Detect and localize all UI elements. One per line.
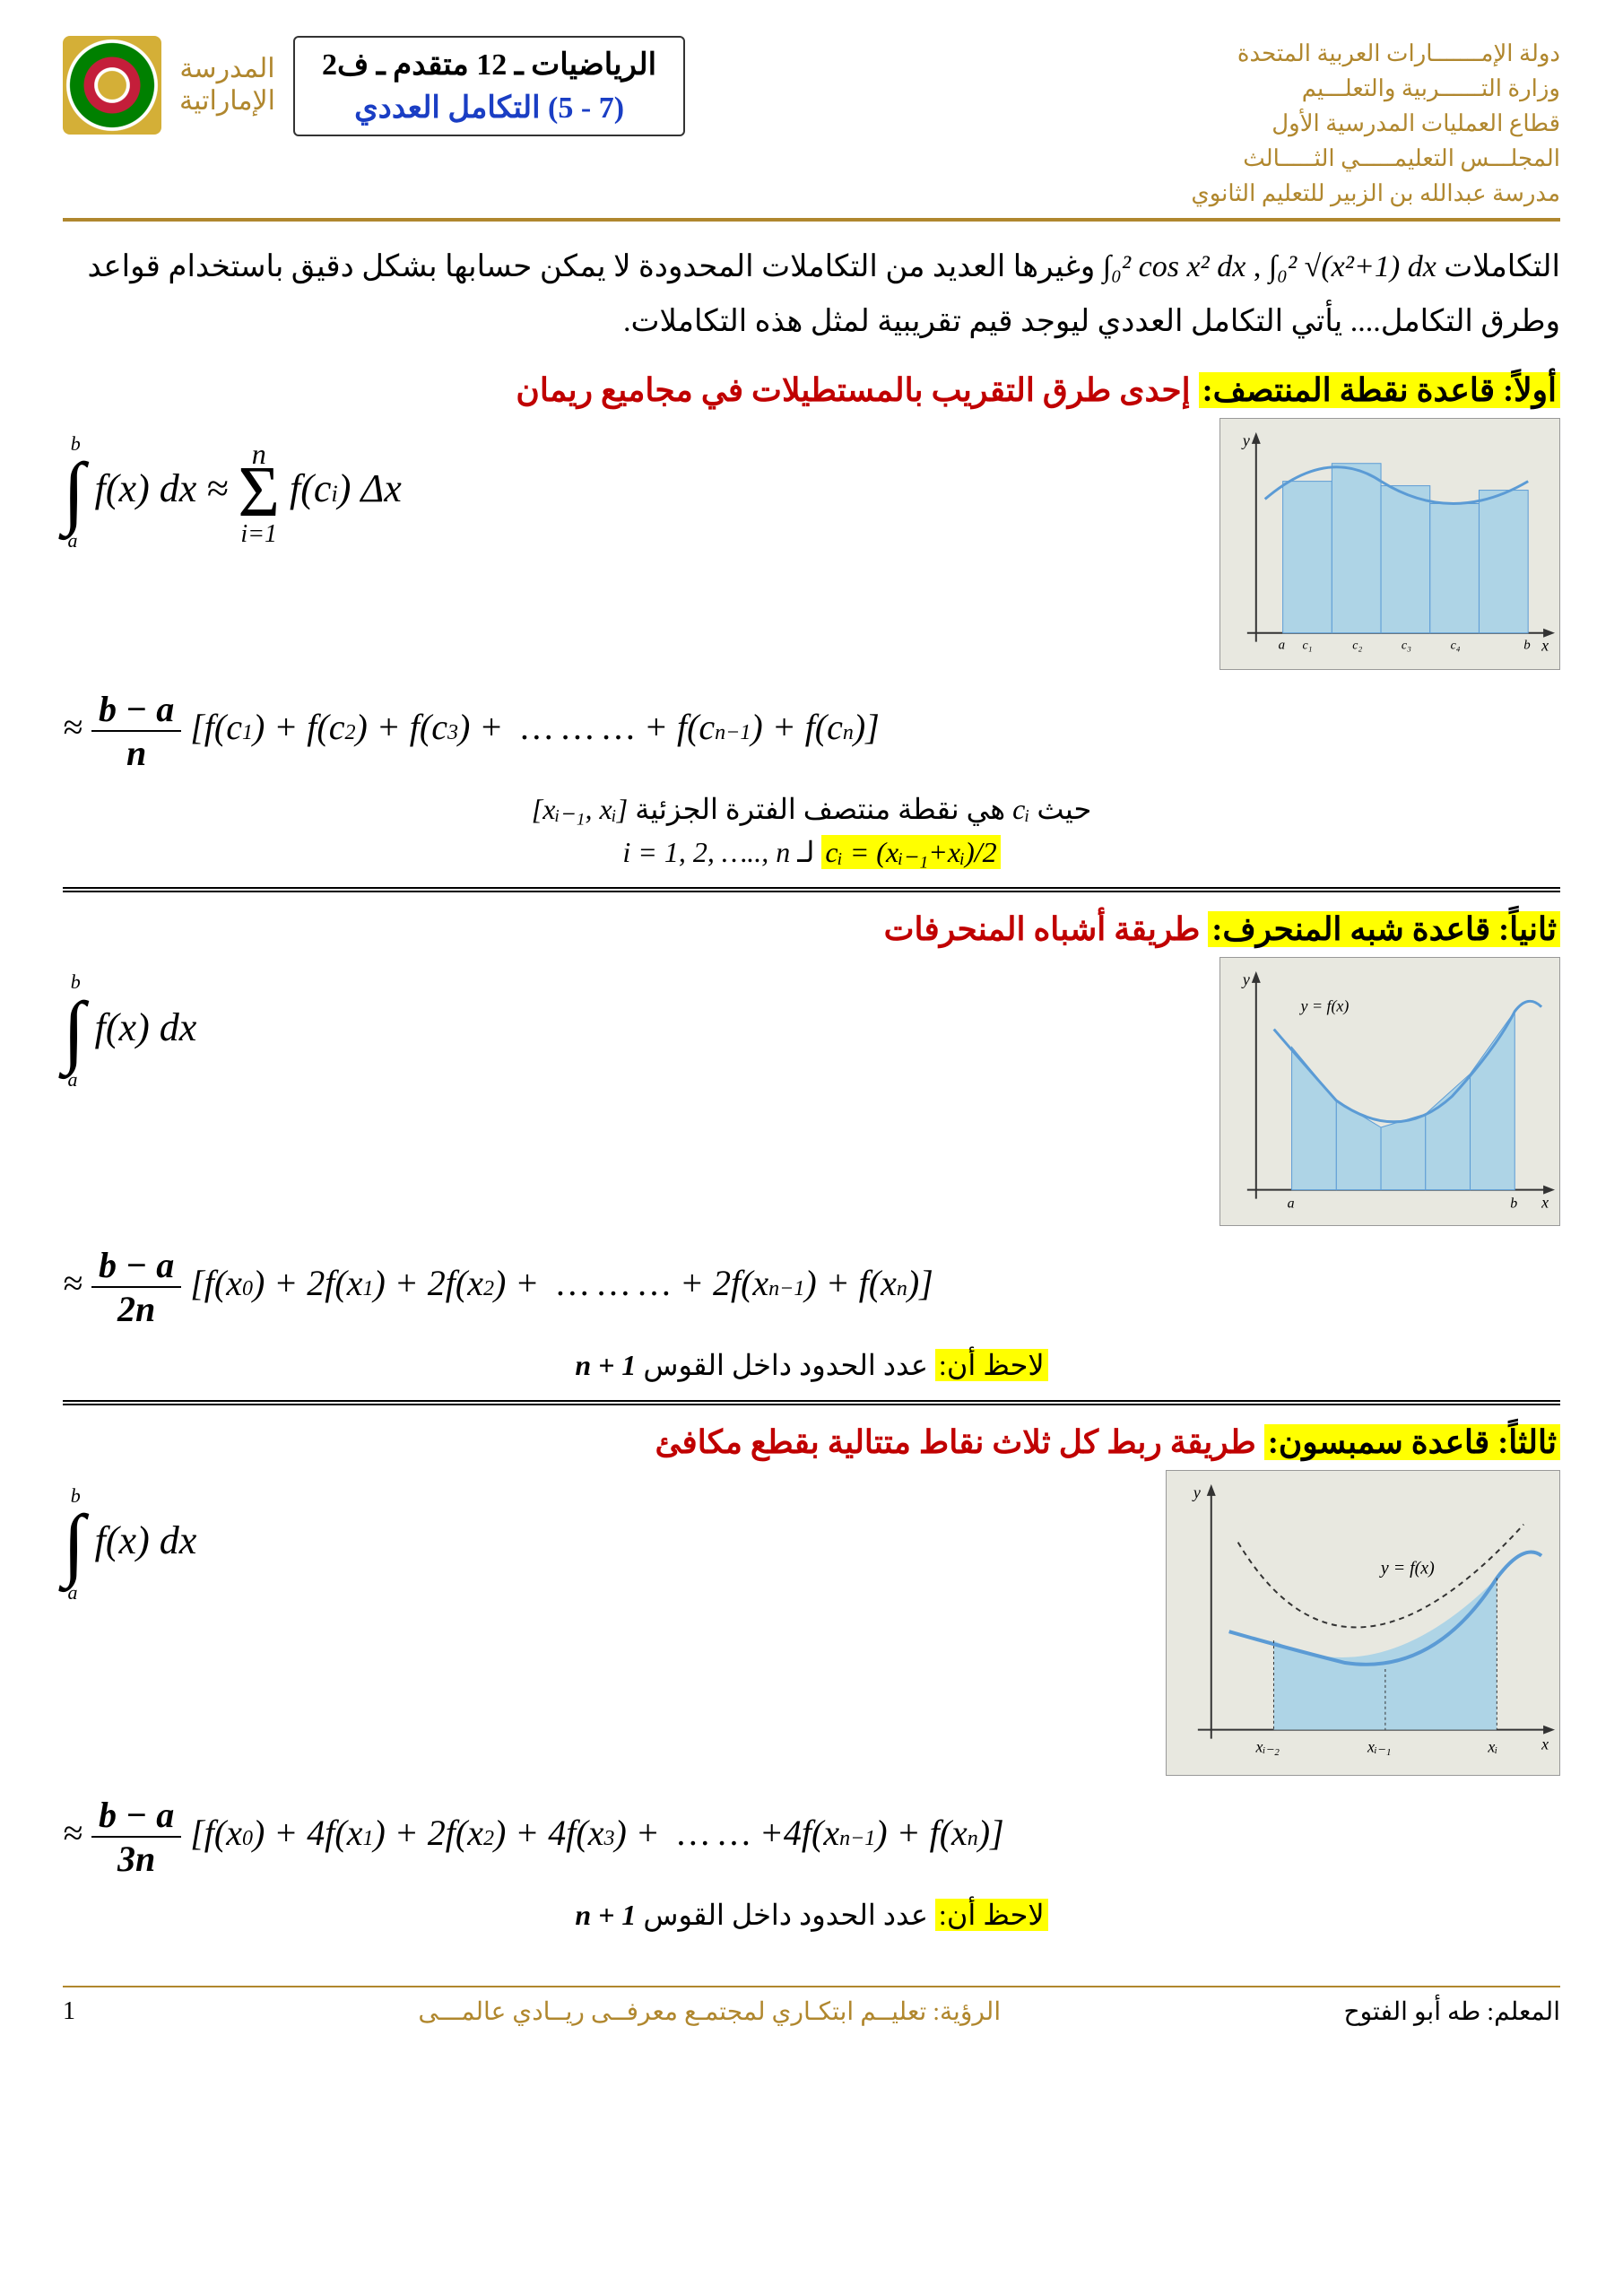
org-line: وزارة التــــــربية والتعلـــيم [703, 71, 1560, 106]
simpson-graph-icon: y x y = f(x) xᵢ₋₂ xᵢ₋₁ xᵢ [1167, 1471, 1559, 1774]
page-header: دولة الإمـــــــارات العربية المتحدة وزا… [63, 36, 1560, 222]
svg-text:x: x [1541, 637, 1549, 655]
svg-text:xᵢ₋₂: xᵢ₋₂ [1255, 1738, 1280, 1756]
svg-text:c₃: c₃ [1402, 639, 1411, 653]
chapter-line: (7 - 5) التكامل العددي [322, 90, 656, 126]
svg-text:xᵢ₋₁: xᵢ₋₁ [1367, 1738, 1391, 1756]
uae-emblem-icon [63, 36, 161, 135]
section2-graph: y x y = f(x) a b [1219, 957, 1560, 1226]
section1-graph: y x a c₁ c₂ c₃ c₄ b [1219, 418, 1560, 670]
section3-formula: b ∫ a f(x) dx [63, 1470, 1148, 1619]
org-line: دولة الإمـــــــارات العربية المتحدة [703, 36, 1560, 71]
svg-text:c₄: c₄ [1451, 639, 1461, 653]
section2-body: b ∫ a f(x) dx y x y = f(x) a b [63, 957, 1560, 1226]
svg-text:x: x [1541, 1735, 1549, 1753]
section3-title: ثالثاً: قاعدة سمبسون: طريقة ربط كل ثلاث … [63, 1423, 1560, 1461]
svg-text:a: a [1279, 639, 1285, 653]
integral-2: ∫₀² cos x² dx [1103, 239, 1246, 294]
section1-formula: b ∫ a f(x) dx ≈ n Σ i=1 f(ci) Δx [63, 418, 1202, 567]
org-line: المجلـــس التعليمـــــي الثـــــالث [703, 141, 1560, 176]
midpoint-graph-icon: y x a c₁ c₂ c₃ c₄ b [1220, 419, 1559, 669]
section-divider [63, 887, 1560, 892]
svg-text:c₁: c₁ [1303, 639, 1313, 653]
section1-note2: cᵢ = (xᵢ₋₁+xᵢ)/2 لـ i = 1, 2, ….., n [63, 835, 1560, 869]
school-logo-text: المدرسة الإماراتية [179, 53, 275, 117]
vision-text: الرؤية: تعليــم ابتكـاري لمجتمـع معرفــى… [75, 1996, 1344, 2027]
section2-title: ثانياً: قاعدة شبه المنحرف: طريقة أشباه ا… [63, 910, 1560, 948]
section1-note1: حيث cᵢ هي نقطة منتصف الفترة الجزئية [xᵢ₋… [63, 792, 1560, 826]
svg-text:c₂: c₂ [1352, 639, 1362, 653]
section1-body: b ∫ a f(x) dx ≈ n Σ i=1 f(ci) Δx y x [63, 418, 1560, 670]
page-footer: المعلم: طه أبو الفتوح الرؤية: تعليــم اب… [63, 1986, 1560, 2027]
section2-formula: b ∫ a f(x) dx [63, 957, 1202, 1106]
page-number: 1 [63, 1997, 75, 2026]
section3-graph: y x y = f(x) xᵢ₋₂ xᵢ₋₁ xᵢ [1166, 1470, 1560, 1775]
svg-text:y: y [1241, 431, 1250, 449]
section3-note: لاحظ أن: عدد الحدود داخل القوس n + 1 [63, 1898, 1560, 1932]
section2-note: لاحظ أن: عدد الحدود داخل القوس n + 1 [63, 1348, 1560, 1382]
svg-text:y = f(x): y = f(x) [1379, 1559, 1435, 1578]
svg-text:b: b [1510, 1196, 1517, 1211]
intro-paragraph: التكاملات ∫₀² √(x²+1) dx , ∫₀² cos x² dx… [63, 239, 1560, 349]
org-line: قطاع العمليات المدرسية الأول [703, 106, 1560, 141]
integral-1: ∫₀² √(x²+1) dx [1269, 239, 1436, 294]
logos: المدرسة الإماراتية [63, 36, 275, 135]
trapezoid-graph-icon: y x y = f(x) a b [1220, 958, 1559, 1225]
title-box: الرياضيات ـ 12 متقدم ـ ف2 (7 - 5) التكام… [293, 36, 685, 136]
svg-text:b: b [1523, 639, 1530, 653]
svg-text:a: a [1288, 1196, 1295, 1211]
section1-expansion: ≈ b − an [f(c1) + f(c2) + f(c3) + … … … … [63, 688, 1560, 774]
svg-text:y: y [1241, 970, 1250, 988]
teacher-info: المعلم: طه أبو الفتوح [1344, 1996, 1561, 2027]
section1-title: أولاً: قاعدة نقطة المنتصف: إحدى طرق التق… [63, 371, 1560, 409]
section3-expansion: ≈ b − a3n [f(x0) + 4f(x1) + 2f(x2) + 4f(… [63, 1794, 1560, 1880]
svg-text:y = f(x): y = f(x) [1299, 997, 1350, 1016]
svg-text:xᵢ: xᵢ [1487, 1738, 1497, 1756]
subject-line: الرياضيات ـ 12 متقدم ـ ف2 [322, 47, 656, 83]
svg-text:x: x [1541, 1193, 1549, 1211]
section3-body: b ∫ a f(x) dx y x y = f(x) xᵢ₋₂ xᵢ₋₁ xᵢ [63, 1470, 1560, 1775]
org-info: دولة الإمـــــــارات العربية المتحدة وزا… [703, 36, 1560, 211]
section-divider [63, 1400, 1560, 1405]
svg-text:y: y [1192, 1483, 1201, 1501]
org-line: مدرسة عبدالله بن الزبير للتعليم الثانوي [703, 176, 1560, 211]
section2-expansion: ≈ b − a2n [f(x0) + 2f(x1) + 2f(x2) + … …… [63, 1244, 1560, 1330]
